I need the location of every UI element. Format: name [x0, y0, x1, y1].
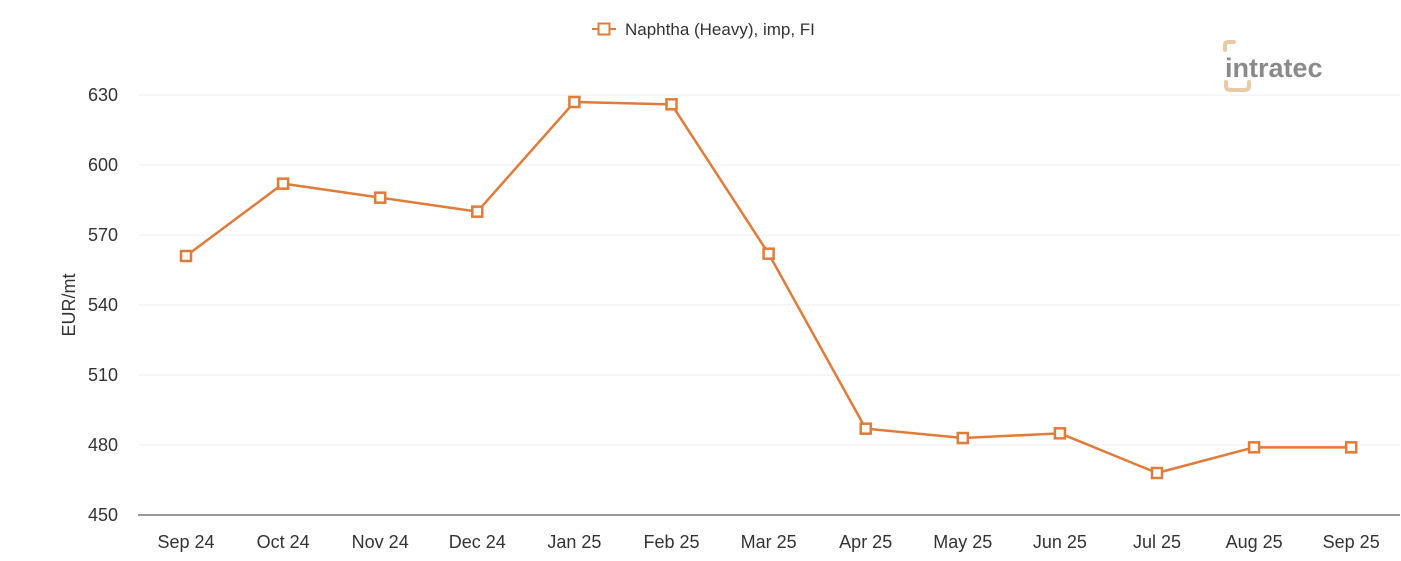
data-point[interactable]: [373, 191, 387, 204]
x-tick-label: May 25: [933, 532, 992, 552]
data-point[interactable]: [1053, 427, 1067, 440]
legend-label: Naphtha (Heavy), imp, FI: [625, 20, 815, 39]
series-line: [185, 100, 1352, 475]
x-tick-label: Oct 24: [257, 532, 310, 552]
x-tick-label: Mar 25: [741, 532, 797, 552]
data-point[interactable]: [762, 247, 775, 260]
logo-text: intratec: [1225, 53, 1323, 83]
x-tick-label: Sep 25: [1323, 532, 1380, 552]
gridlines: [138, 94, 1400, 446]
x-tick-label: Aug 25: [1226, 532, 1283, 552]
data-point[interactable]: [665, 98, 678, 111]
y-axis-title: EUR/mt: [59, 274, 79, 337]
data-point[interactable]: [1150, 466, 1164, 480]
series-layer: [179, 95, 1358, 480]
y-tick-label: 480: [88, 435, 118, 455]
data-point[interactable]: [471, 205, 484, 218]
data-point[interactable]: [179, 249, 193, 263]
x-axis-ticks: Sep 24 Oct 24 Nov 24 Dec 24 Jan 25 Feb 25 Mar …: [157, 532, 1379, 552]
x-tick-label: Dec 24: [449, 532, 506, 552]
data-point[interactable]: [1247, 441, 1261, 454]
y-axis-ticks: 450 480 510 540 570 600 630: [88, 85, 118, 525]
data-point[interactable]: [859, 422, 872, 435]
data-point[interactable]: [568, 95, 581, 109]
x-tick-label: Sep 24: [157, 532, 214, 552]
x-tick-label: Feb 25: [643, 532, 699, 552]
data-point[interactable]: [956, 431, 970, 445]
x-tick-label: Jul 25: [1133, 532, 1181, 552]
x-tick-label: Jan 25: [547, 532, 601, 552]
y-tick-label: 600: [88, 155, 118, 175]
intratec-logo: intratec: [1223, 40, 1323, 92]
x-tick-label: Jun 25: [1033, 532, 1087, 552]
y-tick-label: 450: [88, 505, 118, 525]
x-tick-label: Apr 25: [839, 532, 892, 552]
data-point[interactable]: [1344, 441, 1358, 454]
x-tick-label: Nov 24: [352, 532, 409, 552]
legend[interactable]: Naphtha (Heavy), imp, FI: [592, 20, 815, 39]
legend-marker: [597, 22, 611, 36]
y-tick-label: 540: [88, 295, 118, 315]
logo-mark-icon: [1223, 40, 1251, 92]
data-point[interactable]: [276, 177, 290, 190]
y-tick-label: 570: [88, 225, 118, 245]
y-tick-label: 510: [88, 365, 118, 385]
y-tick-label: 630: [88, 85, 118, 105]
